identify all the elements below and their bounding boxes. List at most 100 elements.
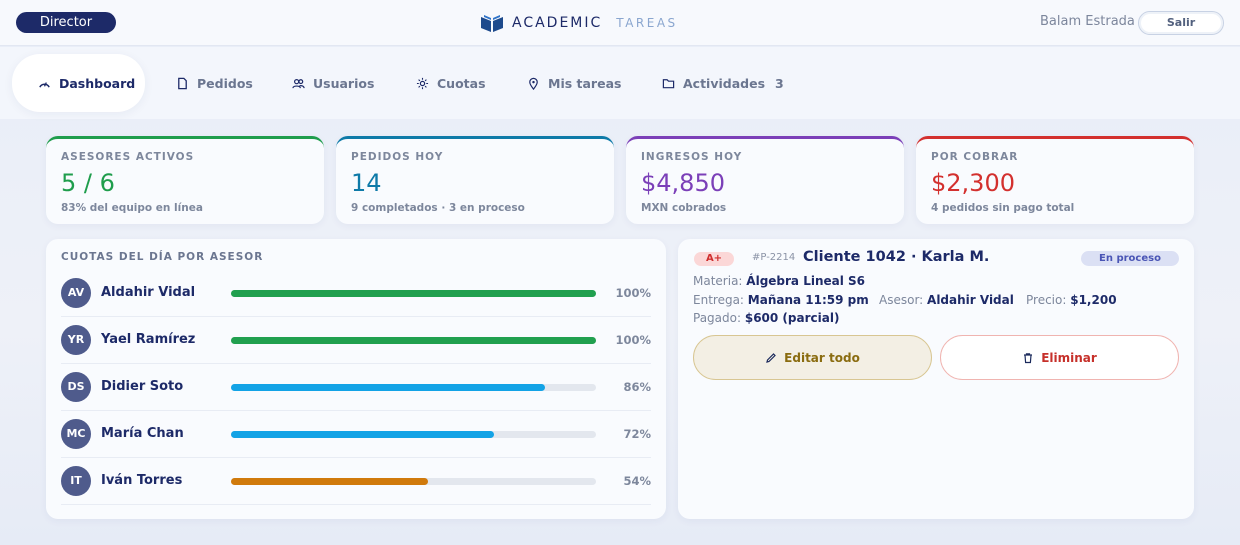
- quota-row[interactable]: IT Iván Torres 54%: [61, 458, 651, 505]
- user-name: Balam Estrada: [1040, 14, 1135, 29]
- advisor-name: María Chan: [101, 426, 184, 441]
- tab-label: Cuotas: [437, 75, 486, 91]
- brand-secondary: TAREAS: [616, 16, 678, 30]
- avatar: DS: [61, 372, 91, 402]
- stat-sub: MXN cobrados: [641, 202, 727, 214]
- asesor-label: Asesor:: [879, 293, 924, 307]
- quotas-title: CUOTAS DEL DÍA POR ASESOR: [61, 251, 264, 263]
- progress-track: [231, 384, 596, 391]
- precio-value: $1,200: [1070, 293, 1117, 307]
- role-badge[interactable]: Director: [16, 12, 116, 33]
- quota-row[interactable]: AV Aldahir Vidal 100%: [61, 270, 651, 317]
- nav-strip: [0, 47, 1240, 119]
- precio-field: Precio: $1,200: [1026, 293, 1117, 307]
- brand: ACADEMIC TAREAS: [480, 13, 678, 33]
- tab-mis-tareas[interactable]: Mis tareas: [527, 54, 621, 112]
- stat-label: POR COBRAR: [931, 151, 1019, 163]
- sun-icon: [416, 77, 429, 89]
- order-detail-card: A+ #P-2214 Cliente 1042 · Karla M. En pr…: [678, 239, 1194, 519]
- quota-row[interactable]: DS Didier Soto 86%: [61, 364, 651, 411]
- delete-label: Eliminar: [1041, 350, 1097, 365]
- stat-card-asesores: ASESORES ACTIVOS 5 / 6 83% del equipo en…: [46, 136, 324, 224]
- tab-pedidos[interactable]: Pedidos: [176, 54, 253, 112]
- trash-icon: [1024, 352, 1033, 363]
- precio-label: Precio:: [1026, 293, 1067, 307]
- progress-fill: [231, 431, 494, 438]
- materia-field: Materia: Álgebra Lineal S6: [693, 274, 865, 288]
- advisor-name: Didier Soto: [101, 379, 184, 394]
- progress-percent: 100%: [615, 333, 651, 347]
- advisor-name: Aldahir Vidal: [101, 285, 196, 300]
- client-name: Cliente 1042 · Karla M.: [803, 249, 990, 265]
- materia-label: Materia:: [693, 274, 743, 288]
- pagado-label: Pagado:: [693, 311, 742, 325]
- brand-primary: ACADEMIC: [512, 15, 603, 31]
- edit-label: Editar todo: [784, 350, 860, 365]
- progress-fill: [231, 478, 429, 485]
- tab-dashboard[interactable]: Dashboard: [12, 54, 145, 112]
- tab-label: Dashboard: [59, 75, 136, 91]
- book-logo-icon: [481, 15, 503, 32]
- grade-badge: A+: [694, 252, 734, 266]
- stat-value: $2,300: [931, 169, 1015, 197]
- stat-value: 5 / 6: [61, 169, 115, 197]
- pencil-icon: [766, 352, 777, 363]
- stat-sub: 83% del equipo en línea: [61, 202, 203, 214]
- stat-card-pedidos: PEDIDOS HOY 14 9 completados · 3 en proc…: [336, 136, 614, 224]
- avatar: IT: [61, 466, 91, 496]
- tab-label: Usuarios: [313, 75, 375, 91]
- tab-label: Actividades: [683, 75, 766, 91]
- progress-track: [231, 337, 596, 344]
- tab-actividades[interactable]: Actividades 3: [662, 54, 784, 112]
- materia-value: Álgebra Lineal S6: [746, 274, 866, 288]
- stat-card-ingresos: INGRESOS HOY $4,850 MXN cobrados: [626, 136, 904, 224]
- progress-percent: 54%: [623, 474, 651, 488]
- pagado-field: Pagado: $600 (parcial): [693, 311, 839, 325]
- progress-fill: [231, 384, 545, 391]
- stat-card-por-cobrar: POR COBRAR $2,300 4 pedidos sin pago tot…: [916, 136, 1194, 224]
- delete-button[interactable]: Eliminar: [940, 335, 1179, 380]
- progress-percent: 72%: [623, 427, 651, 441]
- tab-label: Mis tareas: [548, 75, 622, 91]
- entrega-value: Mañana 11:59 pm: [747, 293, 869, 307]
- progress-track: [231, 431, 596, 438]
- entrega-label: Entrega:: [693, 293, 744, 307]
- entrega-field: Entrega: Mañana 11:59 pm: [693, 293, 869, 307]
- asesor-field: Asesor: Aldahir Vidal: [879, 293, 1014, 307]
- avatar: MC: [61, 419, 91, 449]
- stat-label: INGRESOS HOY: [641, 151, 743, 163]
- folder-icon: [662, 78, 675, 88]
- quota-row[interactable]: MC María Chan 72%: [61, 411, 651, 458]
- stat-label: ASESORES ACTIVOS: [61, 151, 195, 163]
- progress-track: [231, 478, 596, 485]
- progress-track: [231, 290, 596, 297]
- order-id: #P-2214: [752, 252, 796, 263]
- tab-badge: 3: [775, 75, 784, 91]
- stat-sub: 9 completados · 3 en proceso: [351, 202, 525, 214]
- stat-label: PEDIDOS HOY: [351, 151, 444, 163]
- tab-usuarios[interactable]: Usuarios: [292, 54, 374, 112]
- top-bar: Director ACADEMIC TAREAS Balam Estrada S…: [0, 0, 1240, 46]
- avatar: AV: [61, 278, 91, 308]
- stat-sub: 4 pedidos sin pago total: [931, 202, 1075, 214]
- pagado-value: $600 (parcial): [744, 311, 840, 325]
- advisor-name: Yael Ramírez: [101, 332, 196, 347]
- progress-fill: [231, 337, 596, 344]
- logout-button[interactable]: Salir: [1138, 11, 1224, 35]
- quota-row[interactable]: YR Yael Ramírez 100%: [61, 317, 651, 364]
- avatar: YR: [61, 325, 91, 355]
- map-pin-icon: [529, 77, 538, 90]
- quotas-panel: CUOTAS DEL DÍA POR ASESOR AV Aldahir Vid…: [46, 239, 666, 519]
- progress-fill: [231, 290, 596, 297]
- stat-value: $4,850: [641, 169, 725, 197]
- progress-percent: 100%: [615, 286, 651, 300]
- gauge-icon: [39, 81, 50, 88]
- tab-label: Pedidos: [197, 75, 253, 91]
- status-badge: En proceso: [1081, 251, 1179, 266]
- tab-cuotas[interactable]: Cuotas: [416, 54, 486, 112]
- asesor-value: Aldahir Vidal: [927, 293, 1014, 307]
- edit-all-button[interactable]: Editar todo: [693, 335, 932, 380]
- stat-value: 14: [351, 169, 382, 197]
- advisor-name: Iván Torres: [101, 473, 183, 488]
- users-icon: [292, 78, 305, 88]
